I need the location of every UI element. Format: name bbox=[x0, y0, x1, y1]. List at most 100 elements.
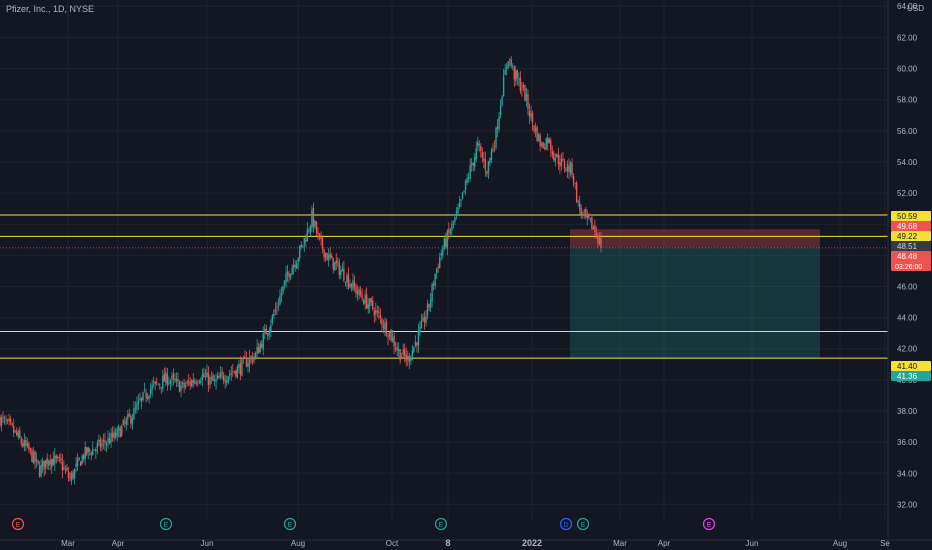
candle bbox=[586, 209, 589, 226]
candle bbox=[355, 283, 357, 298]
candle bbox=[574, 182, 576, 190]
candle bbox=[99, 436, 102, 452]
candle bbox=[443, 235, 445, 251]
candle bbox=[257, 343, 260, 354]
candle bbox=[113, 426, 115, 442]
x-tick-label: Jun bbox=[746, 539, 759, 548]
candle bbox=[168, 376, 170, 386]
candle bbox=[404, 343, 406, 363]
candle bbox=[157, 383, 159, 386]
candle bbox=[79, 460, 82, 467]
time-axis[interactable]: Mar Apr Jun Aug Oct 8 2022 Mar Apr Jun Aug Se bbox=[0, 538, 932, 548]
candle bbox=[58, 454, 61, 463]
candle bbox=[484, 151, 487, 177]
candle bbox=[92, 440, 94, 456]
candle bbox=[207, 366, 210, 393]
candle bbox=[461, 192, 464, 200]
candle bbox=[19, 426, 21, 440]
position-zones[interactable] bbox=[570, 229, 820, 359]
candle bbox=[122, 418, 124, 426]
candle bbox=[435, 267, 438, 280]
candle bbox=[410, 355, 412, 365]
candle bbox=[554, 153, 557, 167]
candle bbox=[528, 103, 531, 124]
candle bbox=[594, 219, 596, 239]
candle bbox=[184, 381, 187, 390]
candle bbox=[14, 430, 16, 434]
candle bbox=[175, 372, 178, 388]
y-tick-label: 60.00 bbox=[897, 65, 918, 74]
earnings-event-icon[interactable]: E bbox=[576, 517, 590, 531]
currency-label: USD bbox=[907, 4, 924, 13]
candle bbox=[40, 459, 42, 479]
candle bbox=[344, 281, 347, 287]
candle bbox=[423, 311, 426, 330]
candle bbox=[29, 447, 32, 456]
candle bbox=[407, 350, 409, 367]
candle bbox=[332, 257, 334, 274]
candle bbox=[411, 344, 414, 361]
candle bbox=[478, 140, 480, 152]
earnings-event-icon[interactable]: E bbox=[434, 517, 448, 531]
earnings-event-icon[interactable]: E bbox=[11, 517, 25, 531]
candle bbox=[306, 222, 309, 242]
candle bbox=[104, 432, 106, 451]
candle bbox=[312, 202, 315, 233]
stop-loss-zone[interactable] bbox=[570, 229, 820, 248]
candle bbox=[133, 401, 135, 421]
candle bbox=[454, 214, 456, 225]
candle bbox=[572, 173, 575, 187]
candle bbox=[464, 179, 467, 196]
candle bbox=[361, 288, 363, 302]
candle bbox=[352, 273, 354, 292]
earnings-event-icon[interactable]: E bbox=[702, 517, 716, 531]
candle bbox=[181, 380, 184, 389]
candle bbox=[253, 353, 255, 364]
candle bbox=[466, 173, 468, 185]
candle bbox=[429, 293, 432, 312]
candle bbox=[114, 428, 117, 440]
candle bbox=[288, 270, 290, 283]
candle bbox=[384, 317, 386, 336]
candle bbox=[212, 372, 214, 382]
candle bbox=[177, 372, 179, 387]
price-label-stop: 49.68 bbox=[891, 221, 931, 231]
earnings-event-icon[interactable]: E bbox=[283, 517, 297, 531]
candle bbox=[276, 301, 278, 316]
y-tick-label: 62.00 bbox=[897, 33, 918, 42]
candle bbox=[498, 111, 500, 133]
candle bbox=[460, 198, 462, 207]
candle bbox=[513, 65, 515, 87]
candle bbox=[499, 99, 502, 119]
price-axis[interactable]: 64.0062.0060.0058.0056.0054.0052.0050.00… bbox=[887, 0, 918, 550]
candle bbox=[16, 427, 18, 437]
candle bbox=[213, 374, 216, 387]
candle bbox=[425, 310, 427, 327]
candle bbox=[327, 248, 330, 267]
candle bbox=[178, 380, 181, 393]
candle bbox=[557, 147, 560, 170]
earnings-event-icon[interactable]: E bbox=[159, 517, 173, 531]
candle bbox=[426, 299, 429, 320]
x-tick-label: 2022 bbox=[522, 538, 542, 548]
candle bbox=[502, 68, 505, 97]
candle bbox=[124, 416, 126, 428]
candle bbox=[568, 158, 570, 180]
candle bbox=[268, 327, 271, 340]
candle bbox=[222, 372, 225, 385]
candle bbox=[422, 313, 424, 322]
candle bbox=[131, 413, 134, 430]
earnings-event-icon[interactable]: D bbox=[559, 517, 573, 531]
candle bbox=[61, 453, 64, 479]
candle bbox=[78, 457, 80, 461]
candle bbox=[492, 143, 494, 153]
svg-text:48.48: 48.48 bbox=[897, 252, 918, 261]
candle bbox=[519, 71, 522, 94]
take-profit-zone[interactable] bbox=[570, 247, 820, 359]
y-tick-label: 64.00 bbox=[897, 2, 918, 11]
candle bbox=[204, 369, 207, 381]
candle bbox=[102, 433, 105, 450]
candle bbox=[297, 257, 299, 270]
